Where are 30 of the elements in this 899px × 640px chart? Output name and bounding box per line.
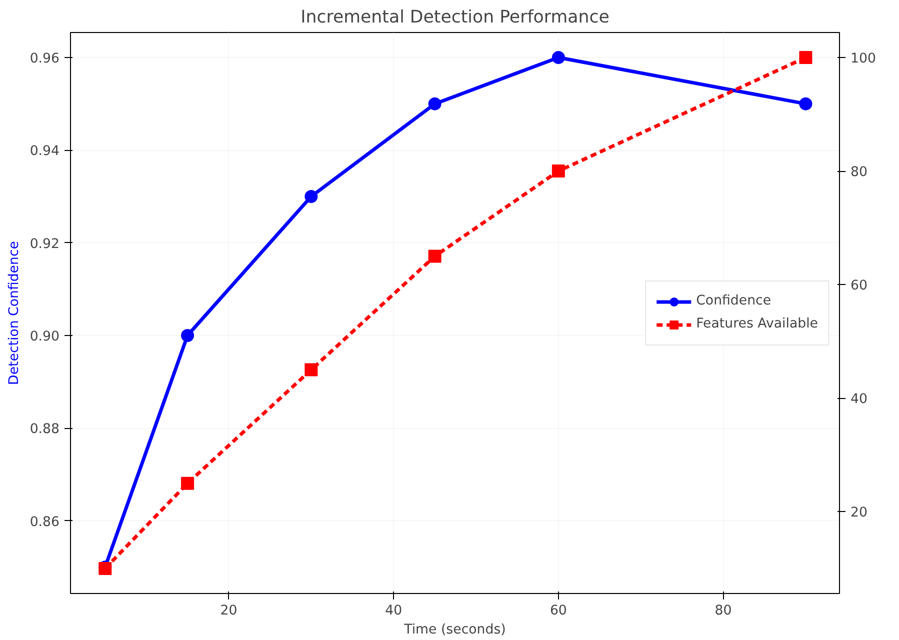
y-tick-label: 0.86 — [30, 514, 60, 530]
y2-tick-label: 100 — [850, 51, 876, 66]
y2-tick-label: 40 — [850, 392, 868, 408]
point — [552, 51, 565, 64]
point — [799, 50, 812, 64]
x-axis-title: Time (seconds) — [403, 622, 506, 638]
point — [428, 250, 442, 263]
point — [181, 328, 194, 342]
y-tick-label: 0.96 — [30, 52, 60, 67]
y-axis-title: Detection Confidence — [6, 241, 22, 385]
x-tick-label: 60 — [550, 604, 567, 618]
point — [181, 476, 194, 490]
point — [799, 97, 812, 110]
x-tick-label: 80 — [714, 604, 732, 618]
chart-title: Incremental Detection Performance — [300, 8, 610, 28]
point — [304, 363, 318, 376]
y-tick-label: 0.88 — [30, 422, 60, 438]
y-tick-label: 0.94 — [30, 144, 60, 160]
x-tick-label: 40 — [385, 604, 402, 618]
point — [304, 190, 318, 203]
x-tick-label: 20 — [220, 604, 238, 618]
y-tick-label: 0.92 — [30, 236, 60, 252]
point — [428, 97, 442, 110]
legend-label: Features Available — [696, 316, 818, 332]
y2-tick-label: 80 — [850, 165, 868, 180]
point — [552, 164, 565, 178]
y2-tick-label: 20 — [850, 506, 868, 521]
y2-tick-label: 60 — [850, 278, 868, 294]
y-tick-label: 0.90 — [30, 329, 60, 344]
legend-label: Confidence — [696, 294, 772, 308]
